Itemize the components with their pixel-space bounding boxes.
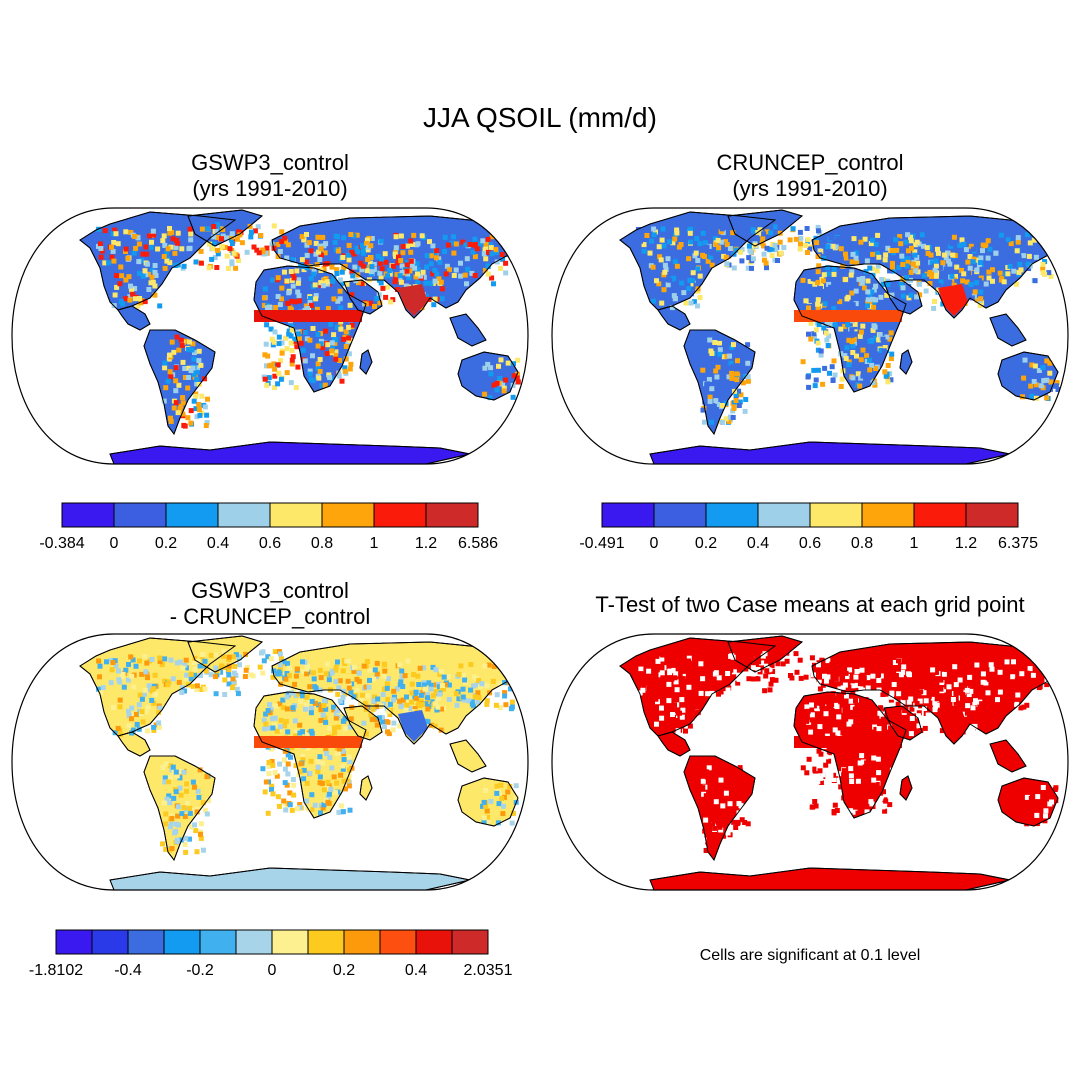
grid-cells [636, 223, 1061, 425]
panel-title-gswp3: GSWP3_control (yrs 1991-2010) [70, 150, 470, 202]
map-border [551, 633, 1069, 891]
colorbar-swatch [127, 929, 165, 955]
coastlines [619, 635, 1067, 890]
colorbar-tick-label: 1.2 [415, 535, 437, 552]
colorbar-swatch [113, 502, 167, 528]
panel-title-difference: GSWP3_control - CRUNCEP_control [70, 578, 470, 630]
panel-title-line1: GSWP3_control [191, 578, 349, 603]
colorbar-tick-label: 6.375 [998, 535, 1038, 552]
sahel-band [254, 736, 362, 748]
map-border [11, 207, 529, 465]
colorbar-tick-label: -0.491 [579, 535, 624, 552]
colorbar-tick-label: -1.8102 [29, 962, 83, 979]
sahel-band [794, 736, 902, 748]
panel-title-cruncep: CRUNCEP_control (yrs 1991-2010) [610, 150, 1010, 202]
india-region [938, 710, 968, 742]
colorbar-swatch [55, 929, 93, 955]
map-border [11, 633, 529, 891]
significance-note: Cells are significant at 0.1 level [699, 947, 921, 964]
colorbar-swatch [199, 929, 237, 955]
colorbar-swatch [307, 929, 345, 955]
grid-cells [96, 649, 519, 855]
colorbar-tick-label: 1 [910, 535, 919, 552]
colorbar-swatch [809, 502, 863, 528]
colorbar-swatch [415, 929, 453, 955]
colorbar-swatch [425, 502, 479, 528]
colorbar-tick-label: -0.4 [114, 962, 142, 979]
colorbar-tick-label: 0 [650, 535, 659, 552]
colorbar-swatch [757, 502, 811, 528]
colorbar-swatch [91, 929, 129, 955]
panel-title-line2: (yrs 1991-2010) [732, 176, 888, 201]
colorbar-tick-label: 0.6 [259, 535, 281, 552]
colorbar-tick-label: -0.2 [186, 962, 214, 979]
colorbar-swatch [269, 502, 323, 528]
colorbar-tick-label: 0.4 [207, 535, 229, 552]
panel-title-line1: CRUNCEP_control [716, 150, 904, 175]
colorbar-tick-label: 6.586 [458, 535, 498, 552]
colorbar-swatch [165, 502, 219, 528]
map-gswp3 [11, 207, 529, 465]
colorbar-swatch [235, 929, 273, 955]
panel-title-line2: (yrs 1991-2010) [192, 176, 348, 201]
colorbar-swatch [321, 502, 375, 528]
colorbar-swatch [965, 502, 1019, 528]
colorbar-tick-label: 0 [110, 535, 119, 552]
colorbar-tick-label: 1.2 [955, 535, 977, 552]
land-nz [1057, 823, 1067, 843]
sahel-band [254, 310, 362, 322]
colorbar-tick-label: 0.8 [311, 535, 333, 552]
colorbar-swatch [163, 929, 201, 955]
colorbar-swatch [451, 929, 489, 955]
figure-title: JJA QSOIL (mm/d) [423, 102, 657, 133]
colorbar-cruncep: -0.491 0 0.2 0.4 0.6 0.8 1 1.2 6.375 [579, 502, 1038, 552]
colorbar-swatch [913, 502, 967, 528]
panel-title-line1: GSWP3_control [191, 150, 349, 175]
coastlines [619, 209, 1067, 464]
map-ttest [551, 633, 1069, 891]
colorbar-tick-label: 0.2 [695, 535, 717, 552]
colorbar-difference: -1.8102 -0.4 -0.2 0 0.2 0.4 2.0351 [29, 929, 513, 979]
colorbar-swatch [601, 502, 655, 528]
sahel-band [794, 310, 902, 322]
colorbar-tick-label: 0 [268, 962, 277, 979]
land-nz [517, 397, 527, 417]
land-nz [517, 823, 527, 843]
panel-title-ttest: T-Test of two Case means at each grid po… [595, 592, 1025, 617]
colorbar-tick-label: 0.8 [851, 535, 873, 552]
map-border [551, 207, 1069, 465]
land-nz [1057, 397, 1067, 417]
colorbar-swatch [61, 502, 115, 528]
colorbar-swatch [379, 929, 417, 955]
colorbar-tick-label: -0.384 [39, 535, 84, 552]
colorbar-tick-label: 0.2 [155, 535, 177, 552]
colorbar-tick-label: 0.4 [405, 962, 427, 979]
colorbar-swatch [861, 502, 915, 528]
panel-title-line2: - CRUNCEP_control [169, 604, 371, 629]
colorbar-swatch [217, 502, 271, 528]
colorbar-swatch [373, 502, 427, 528]
india-region [398, 284, 428, 316]
india-region [398, 710, 428, 742]
colorbar-tick-label: 0.4 [747, 535, 769, 552]
colorbar-tick-label: 0.6 [799, 535, 821, 552]
colorbar-swatch [705, 502, 759, 528]
map-difference [11, 633, 529, 891]
colorbar-gswp3: -0.384 0 0.2 0.4 0.6 0.8 1 1.2 6.586 [39, 502, 498, 552]
colorbar-swatch [271, 929, 309, 955]
colorbar-tick-label: 2.0351 [464, 962, 513, 979]
map-cruncep [551, 207, 1069, 465]
colorbar-tick-label: 0.2 [333, 962, 355, 979]
colorbar-swatch [343, 929, 381, 955]
india-region [938, 284, 968, 316]
colorbar-tick-label: 1 [370, 535, 379, 552]
colorbar-swatch [653, 502, 707, 528]
